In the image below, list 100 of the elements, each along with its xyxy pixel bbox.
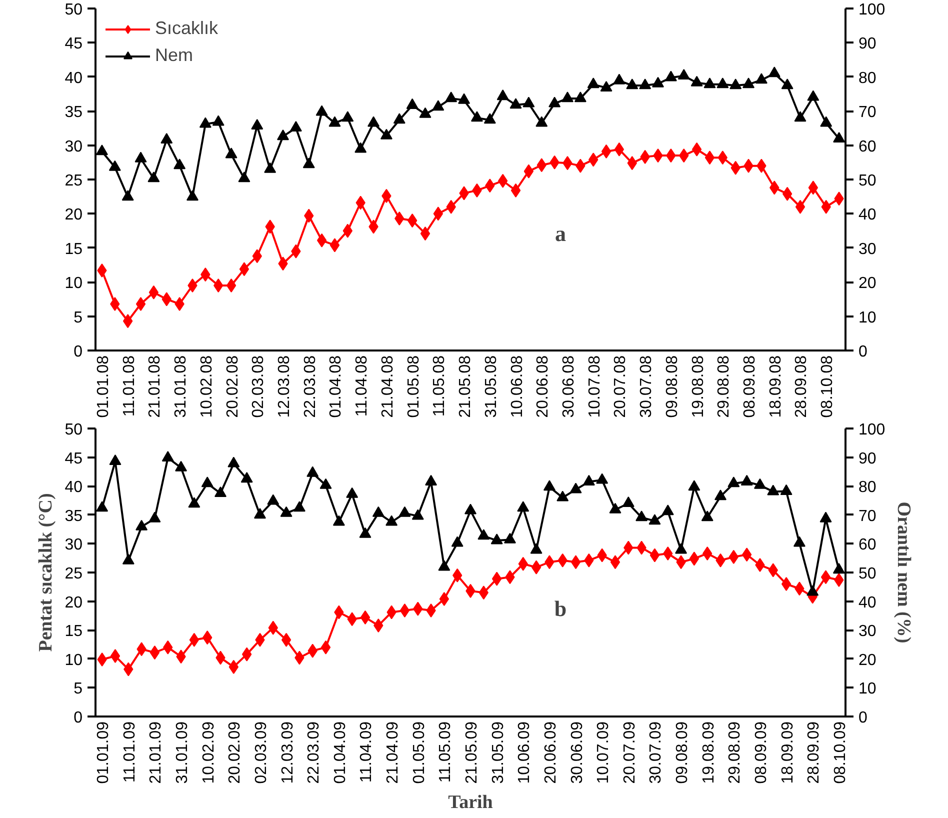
point [832,563,845,574]
point [225,148,238,158]
point [622,496,634,508]
y-tick-label: 45 [64,450,83,468]
point [439,592,450,606]
point [675,543,688,554]
point [240,472,253,483]
point [561,92,574,102]
point [730,78,742,90]
point [601,144,612,158]
x-tick-label: 21.01.08 [146,355,164,418]
x-tick-label: 30.07.09 [648,721,665,784]
point [742,548,752,562]
point [652,76,664,88]
point [96,501,108,512]
point [228,456,240,468]
point [280,506,292,517]
y-tick-label: 40 [64,70,83,87]
y2-tick-label: 100 [858,2,886,18]
point [264,162,276,173]
point [754,478,766,489]
point [610,555,620,570]
y2-tick-label: 20 [858,275,876,292]
point [484,113,496,124]
point [393,113,406,124]
point [189,632,200,647]
point [740,474,753,486]
y2-tick-label: 70 [858,508,876,525]
x-tick-label: 21.04.08 [379,355,396,418]
point [238,172,250,182]
point [96,144,108,156]
point [359,527,372,538]
x-tick-label: 12.03.08 [276,355,293,418]
point [692,142,702,156]
point [464,504,476,514]
x-tick-label: 12.03.09 [279,721,296,784]
point [517,501,530,512]
x-tick-label: 19.08.08 [690,355,707,418]
y2-tick-label: 50 [858,172,876,190]
point [214,486,226,497]
point [701,510,714,522]
point [110,649,120,664]
point [820,116,832,127]
y2-tick-label: 40 [858,594,876,612]
x-tick-label: 02.03.08 [250,355,268,418]
point [368,116,380,127]
point [445,92,458,102]
x-tick-label: 31.05.08 [482,355,500,418]
point [398,506,411,517]
x-tick-label: 10.07.08 [586,355,604,418]
point [478,529,490,540]
x-tick-label: 29.08.09 [726,721,744,784]
point [688,480,700,491]
point [636,510,648,522]
point [290,121,302,132]
y2-tick-label: 90 [858,36,876,53]
y-tick-label: 20 [64,594,83,612]
point [150,646,160,660]
point [648,514,661,525]
point [420,226,430,241]
point [267,494,280,505]
point [781,78,794,90]
point [613,74,626,84]
point [806,585,819,596]
x-tick-label: 11.04.08 [354,355,371,417]
x-tick-label: 11.01.09 [121,721,138,783]
y-tick-label: 30 [64,536,83,554]
x-tick-label: 08.09.08 [742,355,759,418]
point [689,552,700,566]
x-axis-title: Tarih [448,792,494,813]
y-tick-label: 35 [64,508,83,525]
point [490,534,503,544]
y-tick-label: 0 [74,344,83,360]
x-tick-label: 28.09.08 [793,355,810,418]
y2-tick-label: 0 [858,344,868,360]
point [807,90,820,101]
point [498,174,508,188]
point [407,214,418,228]
point [342,111,354,122]
point [626,78,638,90]
point [316,233,327,248]
point [755,73,768,84]
point [148,285,159,300]
x-tick-label: 09.08.09 [674,721,692,784]
annotation: a [555,221,566,246]
y2-tick-label: 40 [858,206,876,224]
point [510,98,522,109]
x-tick-label: 28.09.09 [806,721,823,784]
x-tick-label: 21.01.09 [148,721,165,784]
point [432,100,444,111]
y2-tick-label: 30 [858,240,876,258]
point [316,105,328,116]
y-tick-label: 25 [64,172,83,190]
point [808,180,818,195]
legend-label: Nem [155,45,194,66]
point [386,515,398,526]
point [419,107,432,118]
x-tick-label: 02.03.09 [252,721,270,784]
y-tick-label: 50 [64,422,83,438]
y2-tick-label: 50 [858,566,876,582]
